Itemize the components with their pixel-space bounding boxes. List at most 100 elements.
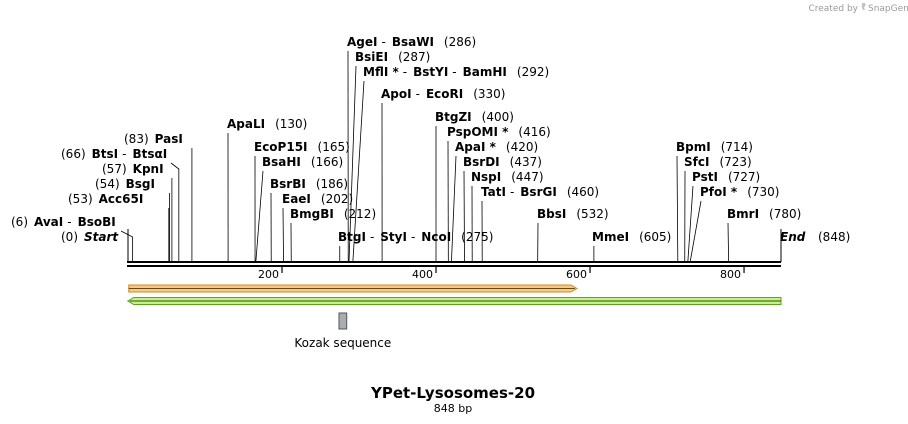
site-lines [120,50,730,263]
site-position: (730) [747,185,779,199]
credit-brand: SnapGene [868,4,908,14]
site-label: NspI (447) [471,170,544,184]
site-label: PspOMI * (416) [447,125,551,139]
svg-text:(83)PasI: (83) PasI [124,132,183,146]
site-label: MflI * - BstYI - BamHI (292) [363,65,549,79]
site-position: (532) [576,207,608,221]
kozak-label: Kozak sequence [294,336,391,350]
site-label: BsiEI (287) [355,50,430,64]
kozak-feature [338,312,348,330]
site-label: AgeI - BsaWI (286) [347,35,476,49]
site-label: ApoI - EcoRI (330) [381,87,505,101]
enzyme-name: BpmI [676,140,711,154]
enzyme-name: MmeI [592,230,629,244]
svg-text:BsrBI(186): BsrBI (186) [270,177,348,191]
svg-text:ApaI *(420): ApaI * (420) [455,140,538,154]
enzyme-name: EcoP15I [254,140,308,154]
site-label: SfcI (723) [684,155,752,169]
site-label: (6) AvaI - BsoBI [11,215,116,229]
start-label: Start [84,230,119,244]
svg-text:(57)KpnI: (57) KpnI [102,162,164,176]
site-label: PstI (727) [692,170,760,184]
site-connector [120,230,134,262]
svg-text:MmeI(605): MmeI (605) [592,230,671,244]
enzyme-name: SfcI [684,155,709,169]
site-separator: - [510,185,514,199]
enzyme-name: KpnI [133,162,164,176]
enzyme-name: BmgBI [290,207,334,221]
enzyme-name: EaeI [282,192,311,206]
svg-text:ApaLI(130): ApaLI (130) [227,117,307,131]
site-connector [170,162,180,262]
end-position: (848) [818,230,850,244]
enzyme-name: TatI [481,185,506,199]
site-connector [463,170,465,263]
enzyme-name: ApaI * [455,140,497,154]
site-position: (275) [461,230,493,244]
site-position: (202) [321,192,353,206]
enzyme-name: BamHI [463,65,507,79]
site-position: (460) [567,185,599,199]
enzyme-name: NcoI [421,230,451,244]
site-label: EcoP15I (165) [254,140,350,154]
site-label: BtgZI (400) [435,110,514,124]
site-label: BsrDI (437) [463,155,542,169]
svg-text:BtgZI(400): BtgZI (400) [435,110,514,124]
site-separator: - [67,215,71,229]
site-position: (165) [318,140,350,154]
enzyme-name: BstYI [413,65,448,79]
svg-text:(66)BtsI-BtsαI: (66) BtsI - BtsαI [61,147,167,161]
site-separator: - [370,230,374,244]
enzyme-name: BsaHI [262,155,301,169]
svg-text:MflI *-BstYI-BamHI(292): MflI * - BstYI - BamHI (292) [363,65,549,79]
enzyme-name: PfoI * [700,185,738,199]
site-label: (54) BsgI [95,177,155,191]
enzyme-name: BtgZI [435,110,472,124]
site-connector [282,207,284,263]
svg-text:BsiEI(287): BsiEI (287) [355,50,430,64]
site-connector [352,80,365,263]
site-label: BsaHI (166) [262,155,343,169]
site-separator: - [381,35,385,49]
ruler-tick-label: 200 [258,268,279,281]
site-separator: - [416,87,420,101]
site-position: (83) [124,132,149,146]
site-position: (605) [639,230,671,244]
site-position: (437) [510,155,542,169]
svg-text:ApoI-EcoRI(330): ApoI - EcoRI (330) [381,87,505,101]
svg-text:BpmI(714): BpmI (714) [676,140,753,154]
svg-text:BmrI(780): BmrI (780) [727,207,801,221]
site-position: (286) [444,35,476,49]
site-label: (83) PasI [124,132,183,146]
snapgene-logo-icon [861,2,866,11]
site-label: EaeI (202) [282,192,353,206]
enzyme-name: Acc65I [99,192,144,206]
enzyme-name: BsgI [126,177,155,191]
ruler-ticks: 200 400 600 800 [127,229,782,281]
enzyme-name: ApaLI [227,117,265,131]
svg-text:BmgBI(212): BmgBI (212) [290,207,376,221]
enzyme-name: NspI [471,170,501,184]
site-connector [687,185,694,263]
svg-text:BtgI-StyI-NcoI(275): BtgI - StyI - NcoI (275) [338,230,493,244]
site-label: (66) BtsI - BtsαI [61,147,167,161]
site-label: MmeI (605) [592,230,671,244]
features [126,284,782,330]
site-position: (400) [482,110,514,124]
enzyme-name: MflI * [363,65,399,79]
svg-text:(53)Acc65I: (53) Acc65I [68,192,143,206]
site-separator: - [403,65,407,79]
site-position: (186) [316,177,348,191]
site-position: (6) [11,215,28,229]
site-label: (57) KpnI [102,162,164,176]
site-position: (714) [721,140,753,154]
end-marker: End (848) [780,230,850,244]
site-connector [676,155,679,263]
site-label: BmgBI (212) [290,207,376,221]
site-label: TatI - BsrGI (460) [481,185,599,199]
start-position: (0) [61,230,78,244]
enzyme-name: BsaWI [392,35,434,49]
enzyme-name: BbsI [537,207,566,221]
site-position: (727) [728,170,760,184]
site-label: ApaI * (420) [455,140,538,154]
